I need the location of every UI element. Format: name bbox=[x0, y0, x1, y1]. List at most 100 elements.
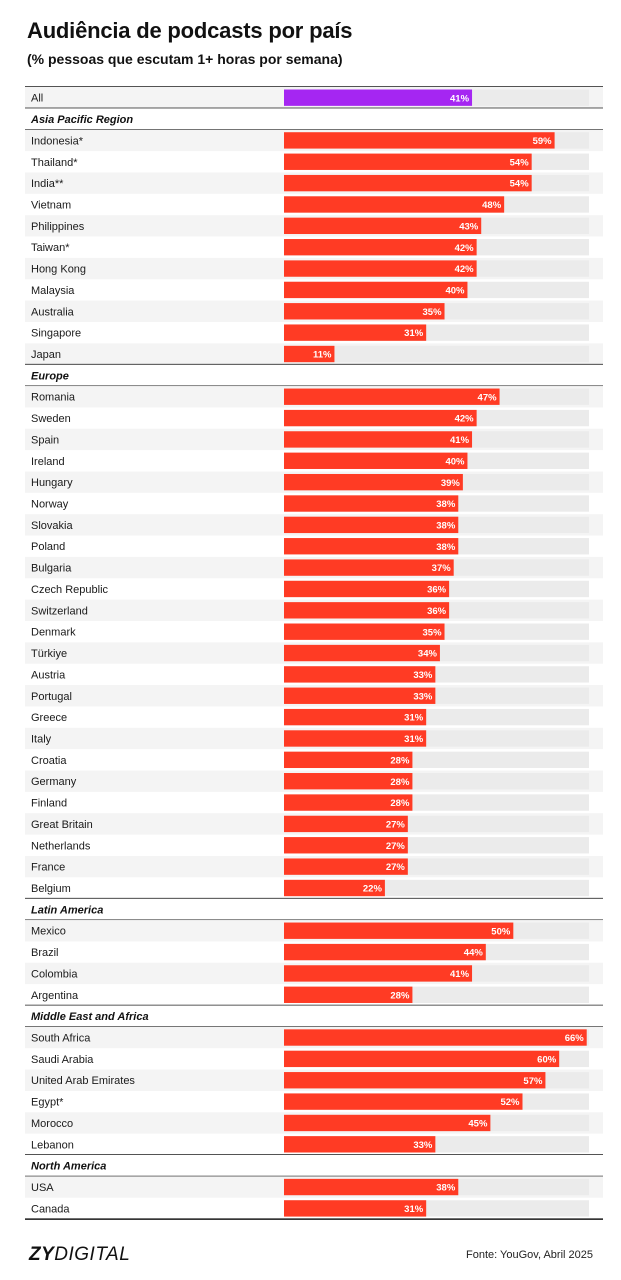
bar bbox=[284, 281, 468, 299]
bar-value-label: 43% bbox=[459, 221, 479, 232]
bar-value-label: 34% bbox=[418, 649, 438, 660]
row-label: Germany bbox=[31, 776, 77, 788]
bar bbox=[284, 132, 555, 149]
bar-value-label: 38% bbox=[436, 542, 456, 553]
bar bbox=[284, 174, 532, 192]
bar bbox=[284, 1093, 523, 1110]
chart-title: Audiência de podcasts por país bbox=[27, 18, 353, 43]
bar-value-label: 27% bbox=[386, 820, 406, 831]
bar bbox=[284, 687, 436, 704]
bar bbox=[284, 580, 450, 598]
bar bbox=[284, 644, 440, 662]
bar-value-label: 40% bbox=[445, 456, 465, 467]
row-label: Taiwan* bbox=[31, 242, 70, 254]
bar-value-label: 52% bbox=[500, 1097, 520, 1108]
bar bbox=[284, 495, 459, 512]
row-label: Switzerland bbox=[31, 605, 88, 617]
bar-value-label: 47% bbox=[478, 392, 498, 403]
row-label: Vietnam bbox=[31, 199, 71, 211]
row-label: Australia bbox=[31, 306, 75, 318]
bar-value-label: 27% bbox=[386, 862, 406, 873]
bar bbox=[284, 516, 459, 534]
bar bbox=[284, 303, 445, 320]
bar bbox=[284, 1136, 436, 1153]
bar-value-label: 54% bbox=[510, 157, 530, 168]
group-header-bg bbox=[25, 1005, 603, 1027]
bar-value-label: 33% bbox=[413, 1140, 433, 1151]
source-note: Fonte: YouGov, Abril 2025 bbox=[466, 1249, 593, 1261]
group-header-bg bbox=[25, 1155, 603, 1177]
bar-track bbox=[284, 345, 589, 363]
row-label: Hong Kong bbox=[31, 264, 86, 276]
bar-value-label: 59% bbox=[533, 136, 553, 147]
bar bbox=[284, 473, 463, 491]
bar-value-label: 35% bbox=[423, 307, 443, 318]
row-label: Lebanon bbox=[31, 1139, 74, 1151]
row-label: Colombia bbox=[31, 968, 78, 980]
bar bbox=[284, 815, 408, 833]
bar-value-label: 37% bbox=[432, 563, 452, 574]
group-header-bg bbox=[25, 364, 603, 387]
bar-value-label: 54% bbox=[510, 179, 530, 190]
row-label: Sweden bbox=[31, 413, 71, 425]
bar-value-label: 11% bbox=[313, 350, 332, 361]
bar bbox=[284, 922, 514, 939]
brand-logo: ZYDIGITAL bbox=[29, 1244, 131, 1265]
bar bbox=[284, 1050, 560, 1068]
group-header: Latin America bbox=[31, 904, 103, 916]
bar bbox=[284, 837, 408, 854]
row-label: Hungary bbox=[31, 477, 73, 489]
row-label: USA bbox=[31, 1182, 54, 1194]
bar-value-label: 66% bbox=[565, 1033, 585, 1044]
bar bbox=[284, 260, 477, 277]
row-label: Poland bbox=[31, 541, 65, 553]
bar bbox=[284, 153, 532, 170]
bar-value-label: 22% bbox=[363, 884, 383, 895]
row-label: Finland bbox=[31, 798, 67, 810]
row-label: India** bbox=[31, 178, 64, 190]
bar-value-label: 50% bbox=[491, 926, 511, 937]
bar bbox=[284, 452, 468, 469]
bar-value-label: 35% bbox=[423, 627, 443, 638]
bar-value-label: 38% bbox=[436, 520, 456, 531]
bar bbox=[284, 666, 436, 683]
row-label: Croatia bbox=[31, 755, 67, 767]
row-label: Portugal bbox=[31, 691, 72, 703]
bar-value-label: 38% bbox=[436, 1183, 456, 1194]
bar bbox=[284, 773, 413, 790]
bar-value-label: 36% bbox=[427, 585, 447, 596]
bar-value-label: 27% bbox=[386, 841, 406, 852]
bar bbox=[284, 986, 413, 1003]
row-label: Italy bbox=[31, 733, 52, 745]
bar-value-label: 48% bbox=[482, 200, 502, 211]
row-label: Czech Republic bbox=[31, 584, 109, 596]
row-label: Morocco bbox=[31, 1118, 73, 1130]
bar bbox=[284, 345, 335, 363]
row-label: Austria bbox=[31, 669, 66, 681]
bar bbox=[284, 1072, 546, 1089]
row-label: Great Britain bbox=[31, 819, 93, 831]
row-label: Egypt* bbox=[31, 1097, 64, 1109]
bar bbox=[284, 388, 500, 405]
row-label: Malaysia bbox=[31, 285, 75, 297]
row-label: Ireland bbox=[31, 456, 65, 468]
bar bbox=[284, 730, 427, 747]
row-label: Indonesia* bbox=[31, 135, 84, 147]
chart-subtitle: (% pessoas que escutam 1+ horas por sema… bbox=[27, 51, 343, 67]
bar bbox=[284, 943, 486, 961]
group-header: Asia Pacific Region bbox=[30, 114, 133, 126]
bar bbox=[284, 324, 427, 341]
bar-value-label: 42% bbox=[455, 414, 475, 425]
row-label: Türkiye bbox=[31, 648, 67, 660]
group-header: Europe bbox=[31, 370, 69, 382]
bar-value-label: 41% bbox=[450, 93, 470, 104]
bar-chart: All 41% Asia Pacific Region Indonesia* 59% Th… bbox=[25, 86, 603, 1220]
bar bbox=[284, 794, 413, 811]
bar bbox=[284, 1178, 459, 1196]
bar-value-label: 39% bbox=[441, 478, 461, 489]
row-label: United Arab Emirates bbox=[31, 1075, 135, 1087]
row-label: Argentina bbox=[31, 990, 79, 1002]
bar-value-label: 45% bbox=[468, 1119, 488, 1130]
bar bbox=[284, 538, 459, 555]
bar bbox=[284, 602, 450, 619]
